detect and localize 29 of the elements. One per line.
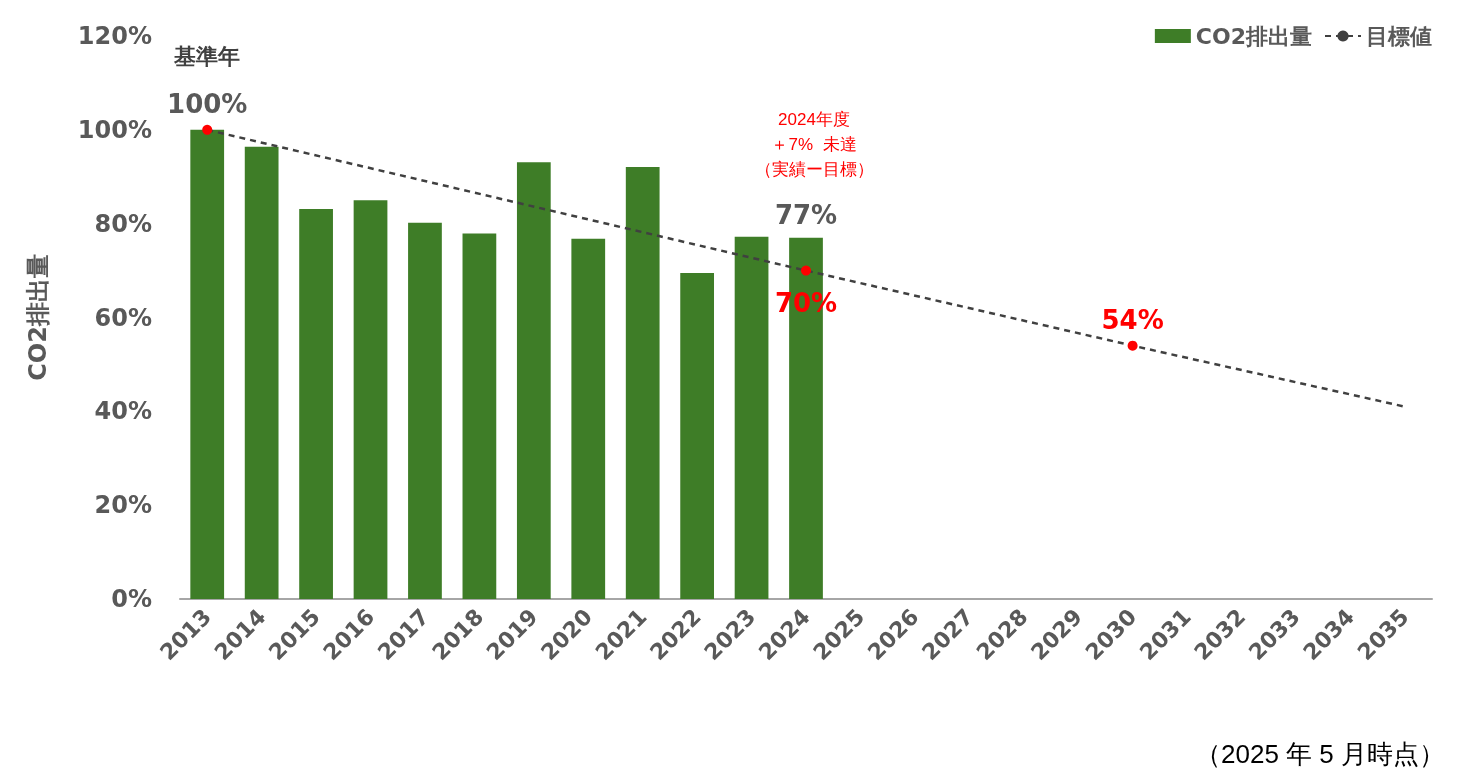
bar	[680, 272, 715, 599]
text: （2025 年 5 月時点）	[1195, 739, 1446, 769]
bar	[408, 222, 442, 599]
y-tick-label: 120%	[77, 22, 152, 50]
data-label: 54%	[1101, 304, 1164, 335]
annotation: ＋7% 未達	[771, 134, 857, 154]
y-tick-label: 100%	[77, 115, 152, 144]
bar	[190, 129, 225, 599]
bar	[571, 238, 606, 599]
y-tick-label: 20%	[94, 491, 152, 520]
y-tick-label: 40%	[94, 397, 152, 426]
bar	[625, 166, 660, 599]
legend-label: 目標値	[1366, 23, 1432, 49]
y-tick-label: 0%	[111, 585, 152, 613]
annotation: 基準年	[173, 44, 241, 70]
y-tick-label: 80%	[94, 209, 152, 238]
bar	[299, 209, 333, 599]
bar	[462, 233, 497, 599]
y-axis-title: CO2排出量	[24, 254, 52, 381]
annotation: （実績ー目標）	[754, 159, 874, 179]
legend-label: CO2排出量	[1195, 23, 1312, 49]
bar	[516, 162, 551, 599]
y-tick-label: 60%	[94, 303, 152, 332]
bar	[353, 200, 388, 599]
data-label: 100%	[167, 88, 248, 119]
annotation: 2024年度	[778, 109, 850, 129]
bar	[244, 146, 279, 599]
bar	[734, 236, 769, 599]
data-label: 77%	[774, 199, 838, 230]
